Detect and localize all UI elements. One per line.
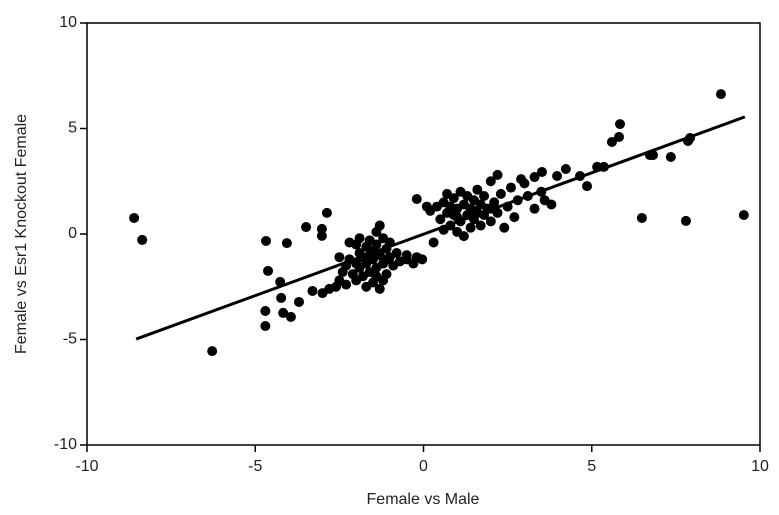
point	[334, 252, 345, 263]
point	[499, 222, 510, 233]
point	[582, 181, 593, 192]
point	[374, 283, 385, 294]
point	[492, 169, 503, 180]
point	[738, 210, 749, 221]
y-axis-label: Female vs Esr1 Knockout Female	[13, 114, 30, 354]
point	[316, 230, 327, 241]
point	[428, 237, 439, 248]
point	[715, 89, 726, 100]
point	[636, 212, 647, 223]
point	[509, 212, 520, 223]
x-tick-label: 10	[751, 458, 769, 475]
point	[281, 238, 292, 249]
point	[207, 346, 218, 357]
y-tick-label: -10	[54, 436, 77, 453]
x-tick-label: 5	[587, 458, 596, 475]
point	[680, 215, 691, 226]
point	[276, 292, 287, 303]
point	[361, 281, 372, 292]
point	[479, 191, 490, 202]
x-tick-label: -5	[248, 458, 262, 475]
point	[307, 285, 318, 296]
point	[278, 307, 289, 318]
point	[129, 212, 140, 223]
point	[485, 216, 496, 227]
point	[536, 166, 547, 177]
point	[475, 220, 486, 231]
point	[321, 207, 332, 218]
point	[417, 254, 428, 265]
point	[401, 250, 412, 261]
point	[458, 231, 469, 242]
point	[261, 235, 272, 246]
point	[285, 311, 296, 322]
x-tick-label: 0	[419, 458, 428, 475]
point	[341, 279, 352, 290]
y-tick-label: 5	[68, 120, 77, 137]
point	[505, 182, 516, 193]
point	[615, 119, 626, 130]
point	[391, 247, 402, 258]
point	[293, 296, 304, 307]
point	[606, 137, 617, 148]
point	[371, 271, 382, 282]
point	[529, 172, 540, 183]
point	[485, 176, 496, 187]
point	[263, 265, 274, 276]
y-tick-label: 10	[59, 14, 77, 31]
point	[317, 288, 328, 299]
point	[465, 222, 476, 233]
fit-line	[135, 115, 746, 341]
y-tick-label: -5	[63, 331, 77, 348]
point	[260, 320, 271, 331]
point	[560, 164, 571, 175]
x-tick-label: -10	[75, 458, 98, 475]
point	[316, 223, 327, 234]
point	[516, 174, 527, 185]
point	[301, 222, 312, 233]
point	[371, 239, 382, 250]
point	[411, 193, 422, 204]
point	[421, 201, 432, 212]
point	[495, 188, 506, 199]
point	[546, 199, 557, 210]
point	[137, 234, 148, 245]
x-axis-label: Female vs Male	[367, 491, 480, 508]
point	[435, 214, 446, 225]
point	[552, 170, 563, 181]
point	[614, 131, 625, 142]
point	[354, 233, 365, 244]
point	[665, 151, 676, 162]
point	[529, 203, 540, 214]
point	[381, 254, 392, 265]
point	[260, 306, 271, 317]
point	[472, 184, 483, 195]
point	[448, 193, 459, 204]
point	[374, 220, 385, 231]
y-tick-label: 0	[68, 225, 77, 242]
